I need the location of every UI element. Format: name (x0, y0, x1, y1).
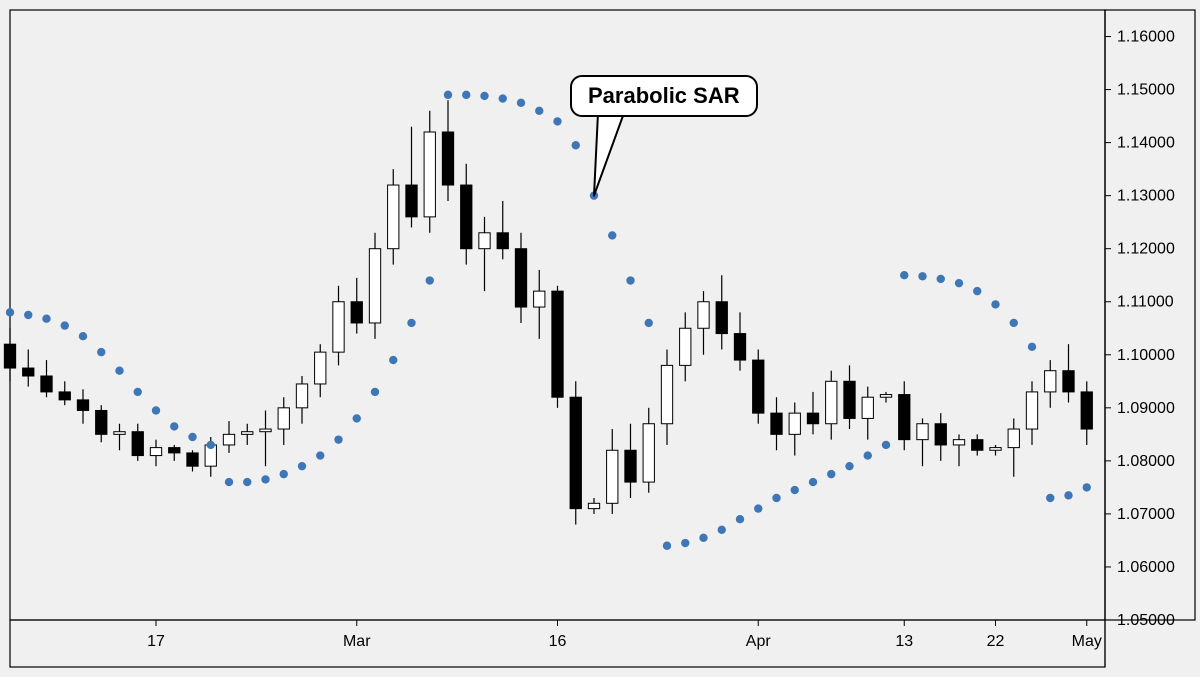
svg-text:1.06000: 1.06000 (1117, 559, 1175, 576)
svg-text:Apr: Apr (746, 633, 772, 650)
svg-text:1.09000: 1.09000 (1117, 400, 1175, 417)
parabolic-sar-callout: Parabolic SAR (570, 75, 758, 117)
svg-text:1.08000: 1.08000 (1117, 453, 1175, 470)
svg-text:1.12000: 1.12000 (1117, 241, 1175, 258)
svg-text:17: 17 (147, 633, 165, 650)
callout-label: Parabolic SAR (588, 83, 740, 108)
svg-text:13: 13 (895, 633, 913, 650)
svg-text:1.13000: 1.13000 (1117, 188, 1175, 205)
price-chart: 1.05000 1.06000 1.07000 1.08000 1.09000 1.100… (0, 0, 1200, 677)
svg-text:1.07000: 1.07000 (1117, 506, 1175, 523)
svg-text:1.15000: 1.15000 (1117, 82, 1175, 99)
svg-text:1.11000: 1.11000 (1117, 294, 1174, 311)
svg-text:22: 22 (987, 633, 1005, 650)
svg-text:1.05000: 1.05000 (1117, 612, 1175, 629)
svg-text:Mar: Mar (343, 633, 371, 650)
svg-text:1.14000: 1.14000 (1117, 135, 1175, 152)
svg-text:1.10000: 1.10000 (1117, 347, 1175, 364)
svg-text:1.16000: 1.16000 (1117, 29, 1175, 46)
svg-text:May: May (1072, 633, 1102, 650)
svg-text:16: 16 (549, 633, 567, 650)
